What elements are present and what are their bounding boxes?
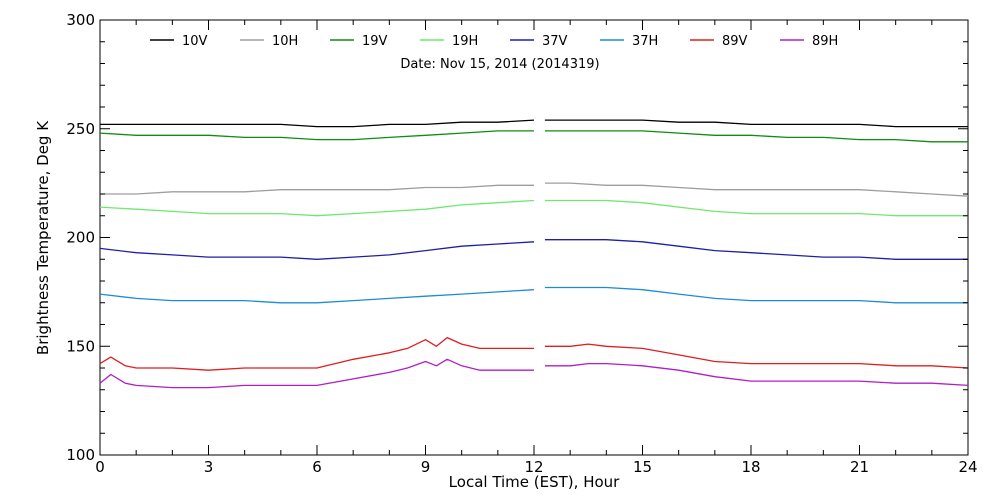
legend-item-89v: 89V: [690, 34, 748, 49]
axes: 0 3 6 9 12 15 18 21 24 100 150 200 250 300: [66, 11, 977, 476]
legend-label: 89V: [722, 34, 748, 49]
series-line-37v-part2: [544, 239, 968, 260]
x-tick-label: 24: [958, 458, 977, 476]
x-tick-label: 9: [421, 458, 431, 476]
series-line-10h-part2: [544, 182, 969, 197]
legend-item-37v: 37V: [510, 34, 568, 49]
x-tick-label: 3: [204, 458, 214, 476]
legend-label: 37V: [542, 34, 568, 49]
legend-item-37h: 37H: [600, 34, 658, 49]
series-line-19h-part2: [544, 199, 968, 217]
series-line-19h-part1: [99, 199, 535, 217]
series-line-89v-part2: [544, 343, 969, 369]
legend-label: 19H: [452, 34, 478, 49]
legend-label: 19V: [362, 34, 388, 49]
legend-label: 37H: [632, 34, 658, 49]
series-line-37h-part1: [99, 289, 535, 304]
y-tick-label: 250: [66, 120, 95, 138]
y-tick-label: 100: [66, 446, 95, 464]
legend-label: 10H: [272, 34, 298, 49]
plot-area: [99, 19, 969, 456]
legend-label: 89H: [812, 34, 838, 49]
x-axis-title: Local Time (EST), Hour: [449, 473, 620, 491]
series-10h: [100, 182, 969, 197]
series-line-89h-part2: [544, 362, 969, 387]
plot-frame: [99, 19, 969, 456]
series-37v: [99, 239, 968, 260]
y-tick-label: 200: [66, 229, 95, 247]
x-tick-label: 12: [524, 458, 543, 476]
y-tick-label: 300: [66, 11, 95, 29]
series-line-10v-part2: [544, 119, 968, 128]
series-line-10v-part1: [100, 119, 535, 128]
legend-item-19v: 19V: [330, 34, 388, 49]
series-19h: [99, 199, 968, 217]
series-line-10h-part1: [100, 184, 534, 195]
x-tick-label: 0: [95, 458, 105, 476]
series-line-89h-part1: [99, 358, 534, 389]
series-line-37h-part2: [544, 286, 968, 304]
series-89v: [99, 336, 969, 371]
x-tick-label: 18: [741, 458, 760, 476]
x-tick-label: 21: [850, 458, 869, 476]
series-10v: [100, 119, 968, 128]
legend: 10V 10H 19V 19H 37V 37H 89V 89H: [150, 34, 838, 49]
series-line-37v-part1: [99, 241, 535, 260]
series-line-89v-part1: [99, 336, 534, 371]
legend-label: 10V: [182, 34, 208, 49]
series-19v: [99, 130, 968, 143]
series-line-19v-part1: [99, 130, 534, 141]
legend-item-89h: 89H: [780, 34, 838, 49]
legend-item-10v: 10V: [150, 34, 208, 49]
series-line-19v-part2: [544, 130, 968, 143]
x-tick-label: 6: [312, 458, 322, 476]
series-37h: [99, 286, 968, 304]
chart-subtitle: Date: Nov 15, 2014 (2014319): [400, 57, 599, 72]
y-axis-title: Brightness Temperature, Deg K: [34, 120, 52, 355]
y-tick-label: 150: [66, 337, 95, 355]
legend-item-19h: 19H: [420, 34, 478, 49]
series-layer: [99, 119, 969, 389]
series-89h: [99, 358, 969, 389]
x-tick-label: 15: [633, 458, 652, 476]
legend-item-10h: 10H: [240, 34, 298, 49]
